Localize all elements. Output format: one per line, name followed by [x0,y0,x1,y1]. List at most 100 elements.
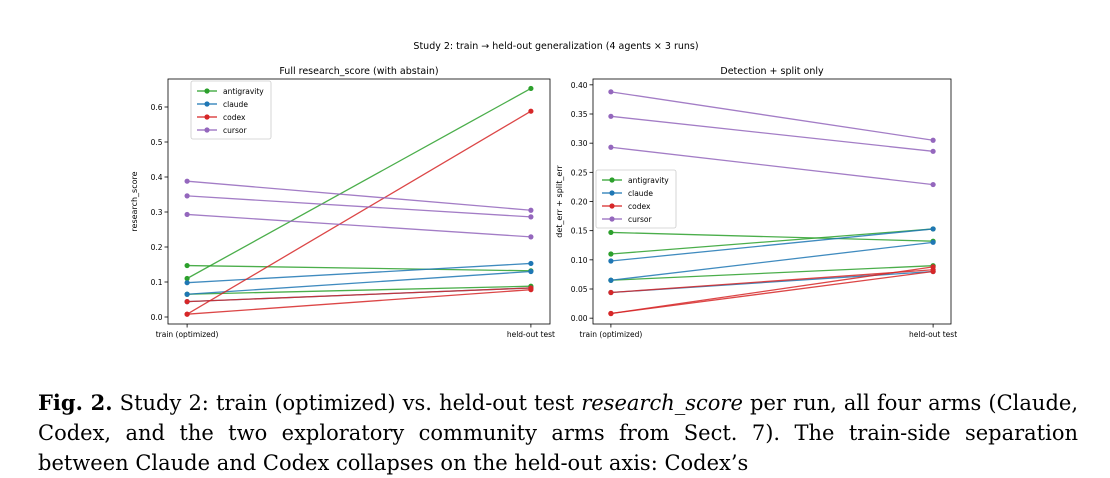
data-point-antigravity [184,262,190,269]
y-tick-label: 0.20 [571,198,588,207]
series-line-codex [610,269,934,294]
legend-marker-claude [204,101,210,107]
legend-marker-antigravity [204,88,210,94]
series-line-codex [610,266,934,315]
legend-marker-claude [609,190,615,196]
data-point-cursor [528,234,534,240]
data-point-claude [184,280,190,286]
series-line-claude [187,270,531,295]
series-line-claude [610,241,934,281]
data-point-cursor [528,207,534,213]
data-point-codex [528,108,534,114]
y-tick-label: 0.05 [571,285,588,294]
data-point-cursor [184,178,190,184]
y-tick-label: 0.25 [571,168,588,177]
y-axis-label: research_score [130,171,139,231]
legend-label-codex: codex [223,113,246,122]
legend-label-antigravity: antigravity [223,87,264,96]
data-point-claude [608,277,614,283]
series-line-claude [187,262,531,284]
figure-suptitle: Study 2: train → held-out generalization… [413,41,698,52]
series-line-cursor [610,146,934,186]
legend-box [190,80,272,140]
figure-caption: Fig. 2. Study 2: train (optimized) vs. h… [38,388,1078,478]
y-tick-label: 0.00 [571,314,588,323]
chart-title: Detection + split only [720,66,824,77]
series-line-cursor [187,195,531,218]
y-tick-label: 0.35 [571,110,588,119]
y-tick-label: 0.3 [151,208,163,217]
data-point-cursor [930,181,936,188]
series-line-codex [186,110,532,315]
series-line-cursor [610,91,934,141]
series-line-claude [610,228,934,262]
data-point-claude [608,258,614,264]
chart-panel-right: Detection + split only det_err + split_er… [555,66,957,339]
series-line-antigravity [187,285,531,295]
y-tick-label: 0.10 [571,256,588,265]
data-point-cursor [184,193,190,199]
legend-marker-cursor [204,127,210,133]
legend-marker-cursor [609,216,615,222]
data-point-codex [608,289,614,296]
data-point-cursor [930,148,936,154]
caption-text-before: Study 2: train (optimized) vs. held-out … [112,391,582,415]
data-point-claude [930,226,936,232]
y-tick-label: 0.6 [151,103,163,112]
data-point-codex [184,299,190,305]
series-line-antigravity [610,231,934,242]
legend-label-claude: claude [628,189,653,198]
legend-box [595,169,677,229]
data-point-claude [184,291,190,297]
series-line-antigravity [610,265,934,281]
series-line-antigravity [610,228,934,255]
legend-label-cursor: cursor [223,126,247,135]
series-line-cursor [187,213,531,238]
data-point-antigravity [184,275,190,282]
data-point-cursor [608,113,614,119]
data-point-codex [528,287,534,293]
y-tick-label: 0.0 [151,313,163,322]
legend-marker-codex [204,114,210,120]
caption-label: Fig. 2. [38,390,113,415]
figure: Study 2: train → held-out generalization… [130,41,957,339]
y-tick-label: 0.2 [151,243,163,252]
series-line-antigravity [187,264,531,272]
y-tick-label: 0.1 [151,278,163,287]
y-tick-label: 0.40 [571,81,588,90]
data-point-antigravity [528,85,534,92]
data-point-cursor [184,211,190,218]
series-line-cursor [610,115,934,152]
data-point-codex [930,268,936,275]
data-point-claude [930,239,936,245]
y-tick-label: 0.4 [151,173,163,182]
legend-label-cursor: cursor [628,215,652,224]
legend-label-codex: codex [628,202,651,211]
legend-marker-antigravity [609,177,615,183]
data-point-cursor [608,144,614,150]
x-tick-label: train (optimized) [156,330,219,339]
data-point-codex [184,311,190,317]
x-tick-label: train (optimized) [580,330,643,339]
legend-marker-codex [609,203,615,209]
series-line-antigravity [186,87,532,280]
data-point-cursor [930,137,936,143]
chart-title: Full research_score (with abstain) [279,66,438,77]
legend-label-claude: claude [223,100,248,109]
series-line-cursor [187,180,531,211]
data-point-claude [528,260,534,267]
data-point-codex [608,310,614,317]
data-point-antigravity [608,229,614,236]
y-axis-label: det_err + split_err [555,165,564,238]
series-line-codex [187,289,531,315]
axes-frame [167,78,551,325]
caption-metric: research_score [581,391,743,415]
data-point-antigravity [608,251,614,257]
data-point-cursor [528,214,534,220]
y-tick-label: 0.5 [151,138,163,147]
chart-panel-left: Full research_score (with abstain) resear… [130,66,555,339]
series-line-codex [610,270,934,315]
x-tick-label: held-out test [909,330,957,339]
y-tick-label: 0.15 [571,227,588,236]
data-point-cursor [608,89,614,95]
